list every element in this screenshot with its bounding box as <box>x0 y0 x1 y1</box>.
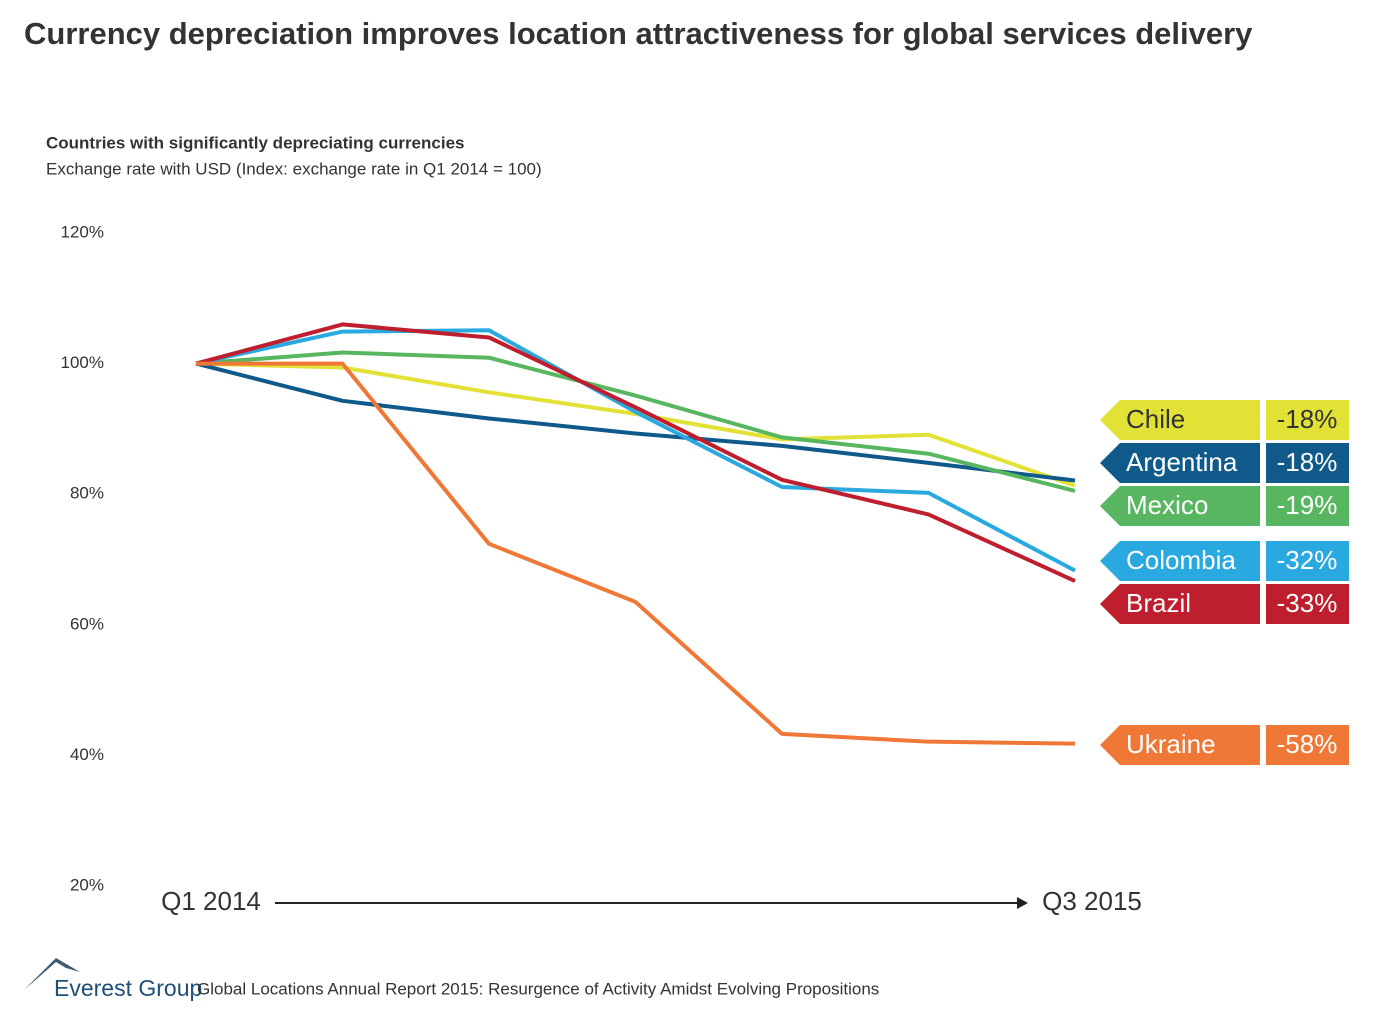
legend-label: Chile <box>1126 404 1185 434</box>
series-line <box>195 361 1076 488</box>
change-box <box>1266 400 1349 440</box>
logo-mark <box>24 958 80 990</box>
legend-label: Ukraine <box>1126 729 1216 759</box>
x-tick-label: Q3 2015 <box>1042 886 1142 916</box>
legend-tag <box>1100 725 1260 765</box>
legend-label: Mexico <box>1126 490 1208 520</box>
chart-title: Currency depreciation improves location … <box>24 16 1253 51</box>
y-axis-label: Exchange rate with USD (Index: exchange … <box>46 159 542 178</box>
legend-tag <box>1100 541 1260 581</box>
legend-label: Brazil <box>1126 588 1191 618</box>
x-axis-arrowhead <box>1017 897 1028 909</box>
legend-label: Argentina <box>1126 447 1238 477</box>
y-tick-label: 20% <box>70 875 104 894</box>
change-box <box>1266 541 1349 581</box>
change-label: -32% <box>1277 545 1338 575</box>
footer-brand: Everest Group <box>54 975 202 1001</box>
change-box <box>1266 486 1349 526</box>
y-tick-label: 80% <box>70 484 104 503</box>
legend-tag <box>1100 443 1260 483</box>
legend-label: Colombia <box>1126 545 1236 575</box>
legend-tag <box>1100 486 1260 526</box>
change-label: -19% <box>1277 490 1338 520</box>
change-label: -18% <box>1277 404 1338 434</box>
y-tick-label: 40% <box>70 745 104 764</box>
series-line <box>195 361 1076 483</box>
change-box <box>1266 443 1349 483</box>
change-label: -33% <box>1277 588 1338 618</box>
x-tick-label: Q1 2014 <box>161 886 261 916</box>
series-line <box>196 361 1076 746</box>
y-tick-label: 100% <box>61 353 104 372</box>
series-line <box>195 328 1076 573</box>
change-label: -58% <box>1277 729 1338 759</box>
legend-tag <box>1100 584 1260 624</box>
chart-subtitle: Countries with significantly depreciatin… <box>46 133 464 152</box>
y-tick-label: 60% <box>70 614 104 633</box>
y-tick-label: 120% <box>61 222 104 241</box>
legend-tag <box>1100 400 1260 440</box>
footer-source: Global Locations Annual Report 2015: Res… <box>197 979 879 998</box>
series-line <box>195 350 1076 493</box>
change-box <box>1266 584 1349 624</box>
series-line <box>195 322 1076 583</box>
change-label: -18% <box>1277 447 1338 477</box>
change-box <box>1266 725 1349 765</box>
